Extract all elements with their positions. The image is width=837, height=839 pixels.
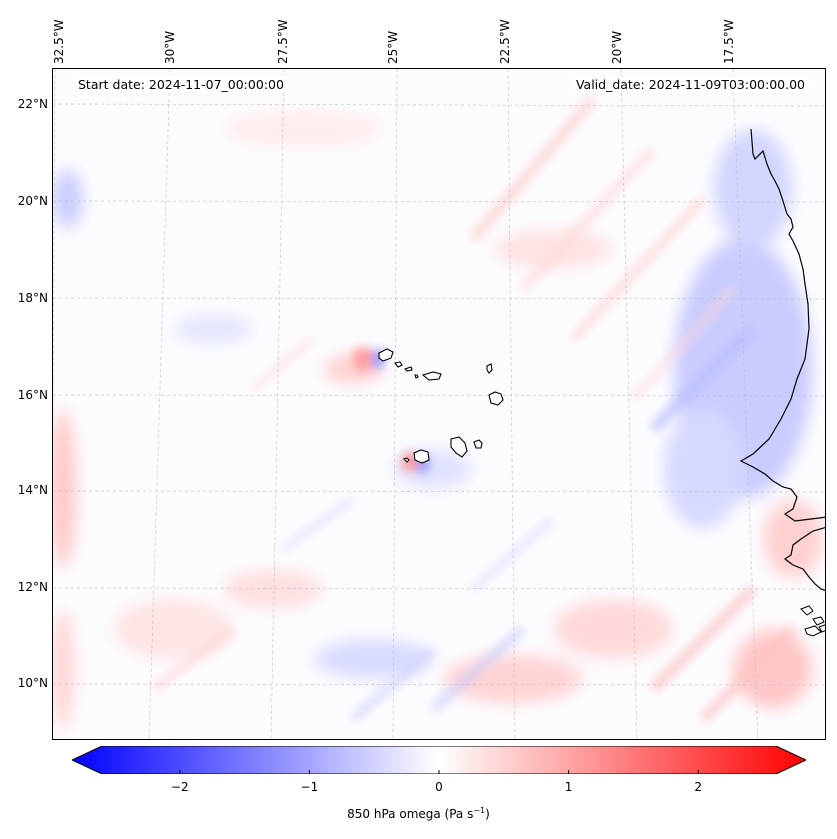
lon-label: 20°W: [610, 30, 624, 64]
valid-date-label: Valid_date: 2024-11-09T03:00:00.00: [571, 76, 809, 93]
colorbar-tick-label: −2: [170, 780, 189, 794]
colorbar: [72, 746, 806, 774]
lon-label: 25°W: [386, 30, 400, 64]
colorbar-body: [72, 746, 806, 774]
lat-label: 12°N: [17, 580, 48, 594]
colorbar-label-main: 850 hPa omega (Pa s: [347, 807, 474, 821]
lat-label: 16°N: [17, 388, 48, 402]
omega-field-map: [53, 69, 825, 739]
colorbar-label-sup: −1: [473, 806, 486, 815]
africa-coastline: [739, 128, 825, 522]
lat-label: 18°N: [17, 291, 48, 305]
map-panel: [52, 68, 826, 740]
colorbar-tick-label: 0: [435, 780, 443, 794]
colorbar-label: 850 hPa omega (Pa s−1): [0, 806, 837, 821]
lon-label: 30°W: [163, 30, 177, 64]
cape-verde-islands: [378, 348, 504, 464]
colorbar-label-end: ): [485, 807, 490, 821]
lat-label: 10°N: [17, 676, 48, 690]
graticule: [53, 69, 825, 739]
colorbar-tick-label: 2: [694, 780, 703, 794]
colorbar-tick-label: 1: [564, 780, 573, 794]
omega-field: [53, 69, 825, 739]
lon-label: 17.5°W: [722, 19, 736, 64]
lon-label: 22.5°W: [498, 19, 512, 64]
lat-label: 14°N: [17, 483, 48, 497]
lat-label: 20°N: [17, 194, 48, 208]
lat-label: 22°N: [17, 97, 48, 111]
lon-label: 32.5°W: [52, 19, 66, 64]
colorbar-ticks: [179, 770, 699, 774]
start-date-label: Start date: 2024-11-07_00:00:00: [74, 76, 288, 93]
colorbar-tick-label: −1: [300, 780, 319, 794]
africa-coastline-south: [783, 526, 825, 591]
lon-label: 27.5°W: [276, 19, 290, 64]
bijagos-islands: [800, 605, 825, 637]
omega-streaks: [150, 95, 797, 723]
